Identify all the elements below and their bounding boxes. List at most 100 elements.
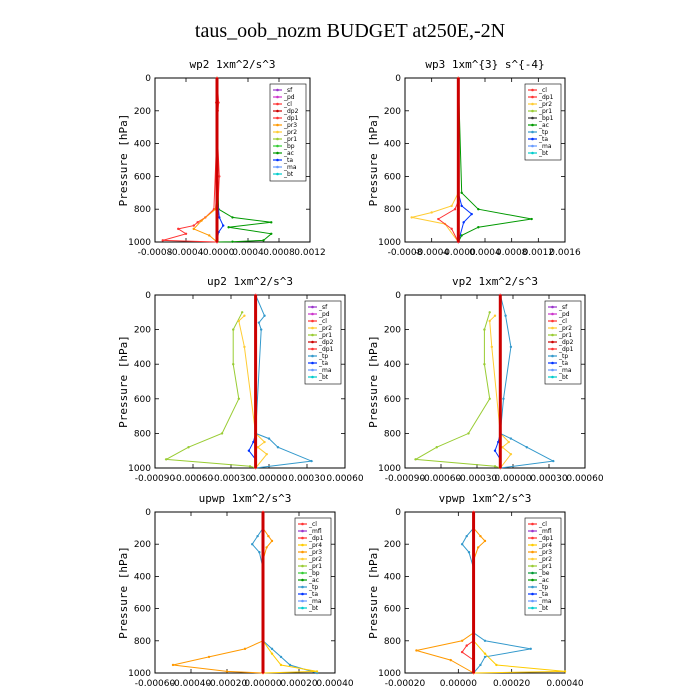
legend-marker bbox=[301, 529, 304, 533]
x-tick-label: -0.00030 bbox=[457, 474, 498, 484]
data-point bbox=[488, 319, 491, 323]
data-point bbox=[525, 446, 528, 449]
data-point bbox=[267, 534, 270, 538]
legend-label: _tp bbox=[538, 584, 548, 591]
x-tick-label: -0.00020 bbox=[207, 679, 248, 689]
data-point bbox=[243, 345, 246, 349]
legend-marker bbox=[276, 165, 279, 169]
data-point bbox=[200, 219, 203, 222]
legend-label: _cl bbox=[318, 318, 327, 325]
data-point bbox=[161, 239, 164, 242]
data-point bbox=[270, 652, 274, 655]
x-tick-label: 0.00060 bbox=[566, 474, 603, 484]
y-tick-label: 400 bbox=[134, 572, 151, 582]
legend-label: _pr1 bbox=[283, 136, 297, 143]
x-tick-label: 0.00030 bbox=[288, 474, 325, 484]
y-tick-label: 1000 bbox=[128, 669, 151, 679]
data-point bbox=[220, 432, 224, 435]
data-point bbox=[563, 670, 567, 673]
legend-marker bbox=[551, 333, 554, 337]
legend-marker bbox=[301, 571, 304, 575]
series-line-dp1 bbox=[162, 97, 219, 243]
data-point bbox=[552, 459, 555, 463]
x-tick-label: 0.00030 bbox=[530, 474, 567, 484]
data-point bbox=[262, 239, 265, 242]
x-tick-label: -0.0004 bbox=[169, 248, 204, 258]
legend-marker bbox=[531, 606, 534, 610]
legend-label: _cl bbox=[283, 101, 292, 108]
data-point bbox=[493, 314, 497, 317]
legend-marker bbox=[531, 592, 534, 596]
data-point bbox=[252, 440, 255, 444]
y-tick-label: 800 bbox=[384, 429, 401, 439]
y-tick-label: 200 bbox=[134, 540, 151, 550]
data-point bbox=[270, 232, 273, 235]
legend-label: _ta bbox=[538, 591, 548, 598]
legend-marker bbox=[531, 599, 534, 603]
legend-label: _bp bbox=[308, 570, 320, 577]
data-point bbox=[488, 311, 491, 314]
legend-label: _bt bbox=[283, 171, 294, 178]
legend-label: _bt bbox=[318, 374, 329, 381]
data-point bbox=[218, 216, 221, 219]
legend-marker bbox=[276, 158, 279, 162]
legend-label: _sf bbox=[318, 304, 328, 311]
legend-marker bbox=[531, 564, 534, 568]
data-point bbox=[430, 211, 433, 214]
y-tick-label: 1000 bbox=[378, 238, 401, 248]
y-tick-label: 800 bbox=[134, 205, 151, 215]
y-tick-label: 0 bbox=[395, 508, 401, 518]
legend-label: _bt bbox=[308, 605, 319, 612]
series-line-dp1 bbox=[461, 640, 474, 661]
data-point bbox=[237, 397, 241, 400]
legend-label: _cl bbox=[538, 87, 547, 94]
data-point bbox=[437, 217, 440, 221]
x-tick-label: 0.00000 bbox=[244, 679, 281, 689]
data-point bbox=[479, 534, 482, 538]
y-tick-label: 0 bbox=[145, 508, 151, 518]
legend-marker bbox=[301, 557, 304, 561]
y-tick-label: 200 bbox=[384, 107, 401, 117]
legend-marker bbox=[551, 347, 554, 351]
panel-title: vp2 1xm^2/s^3 bbox=[452, 275, 538, 288]
legend-marker bbox=[311, 368, 314, 372]
x-tick-label: 0.0016 bbox=[549, 248, 581, 258]
data-point bbox=[462, 221, 465, 224]
data-point bbox=[263, 440, 266, 444]
data-point bbox=[502, 397, 505, 400]
legend-marker bbox=[301, 550, 304, 554]
legend-marker bbox=[311, 326, 314, 330]
legend-marker bbox=[551, 354, 554, 358]
legend-marker bbox=[311, 361, 314, 365]
y-tick-label: 400 bbox=[134, 140, 151, 150]
y-axis-label: Pressure [hPa] bbox=[367, 546, 380, 639]
data-point bbox=[483, 328, 486, 331]
legend-label: _pr1 bbox=[538, 108, 552, 115]
x-tick-label: -0.0004 bbox=[414, 248, 449, 258]
data-point bbox=[192, 227, 195, 231]
legend-label: _pr1 bbox=[318, 332, 332, 339]
legend-marker bbox=[551, 368, 554, 372]
legend-label: _tp bbox=[558, 353, 568, 360]
data-point bbox=[265, 452, 268, 456]
y-tick-label: 1000 bbox=[128, 238, 151, 248]
data-point bbox=[477, 226, 480, 229]
legend-marker bbox=[276, 116, 279, 120]
legend-label: _ta bbox=[558, 360, 568, 367]
legend-marker bbox=[531, 88, 534, 92]
legend-label: _pr4 bbox=[538, 542, 552, 549]
series-line-pr2 bbox=[489, 315, 512, 469]
data-point bbox=[410, 216, 413, 219]
data-point bbox=[530, 217, 533, 221]
data-point bbox=[470, 212, 473, 216]
data-point bbox=[270, 539, 274, 543]
legend-label: _sf bbox=[558, 304, 568, 311]
data-point bbox=[504, 314, 507, 317]
data-point bbox=[477, 208, 480, 211]
legend-label: _dp1 bbox=[308, 535, 324, 542]
data-point bbox=[449, 658, 452, 662]
legend-marker bbox=[531, 130, 534, 134]
data-point bbox=[258, 551, 261, 554]
data-point bbox=[310, 459, 313, 463]
x-tick-label: -0.0000 bbox=[200, 248, 235, 258]
